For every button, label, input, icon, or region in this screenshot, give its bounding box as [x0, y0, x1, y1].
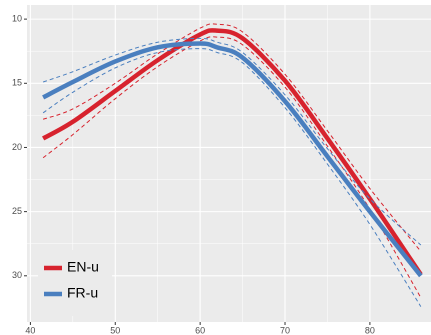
- ci-upper-line: [42, 48, 422, 307]
- x-tick-label: 60: [195, 325, 205, 335]
- y-tick-label: 10: [12, 13, 22, 23]
- series-line: [42, 28, 423, 276]
- x-tick-label: 70: [280, 325, 290, 335]
- series-line: [42, 41, 423, 278]
- legend-label: FR-u: [67, 285, 98, 301]
- ci-lower-line: [42, 37, 422, 246]
- y-tick-label: 20: [12, 142, 22, 152]
- x-tick-label: 40: [25, 325, 35, 335]
- legend-label: EN-u: [67, 259, 99, 275]
- x-tick-label: 50: [110, 325, 120, 335]
- ci-lower-line: [42, 23, 422, 252]
- y-tick-label: 15: [12, 78, 22, 88]
- legend: EN-u FR-u: [38, 250, 112, 316]
- y-tick-label: 30: [12, 270, 22, 280]
- ci-upper-line: [42, 36, 422, 298]
- x-tick-label: 80: [365, 325, 375, 335]
- legend-background: [38, 250, 112, 316]
- y-tick-label: 25: [12, 206, 22, 216]
